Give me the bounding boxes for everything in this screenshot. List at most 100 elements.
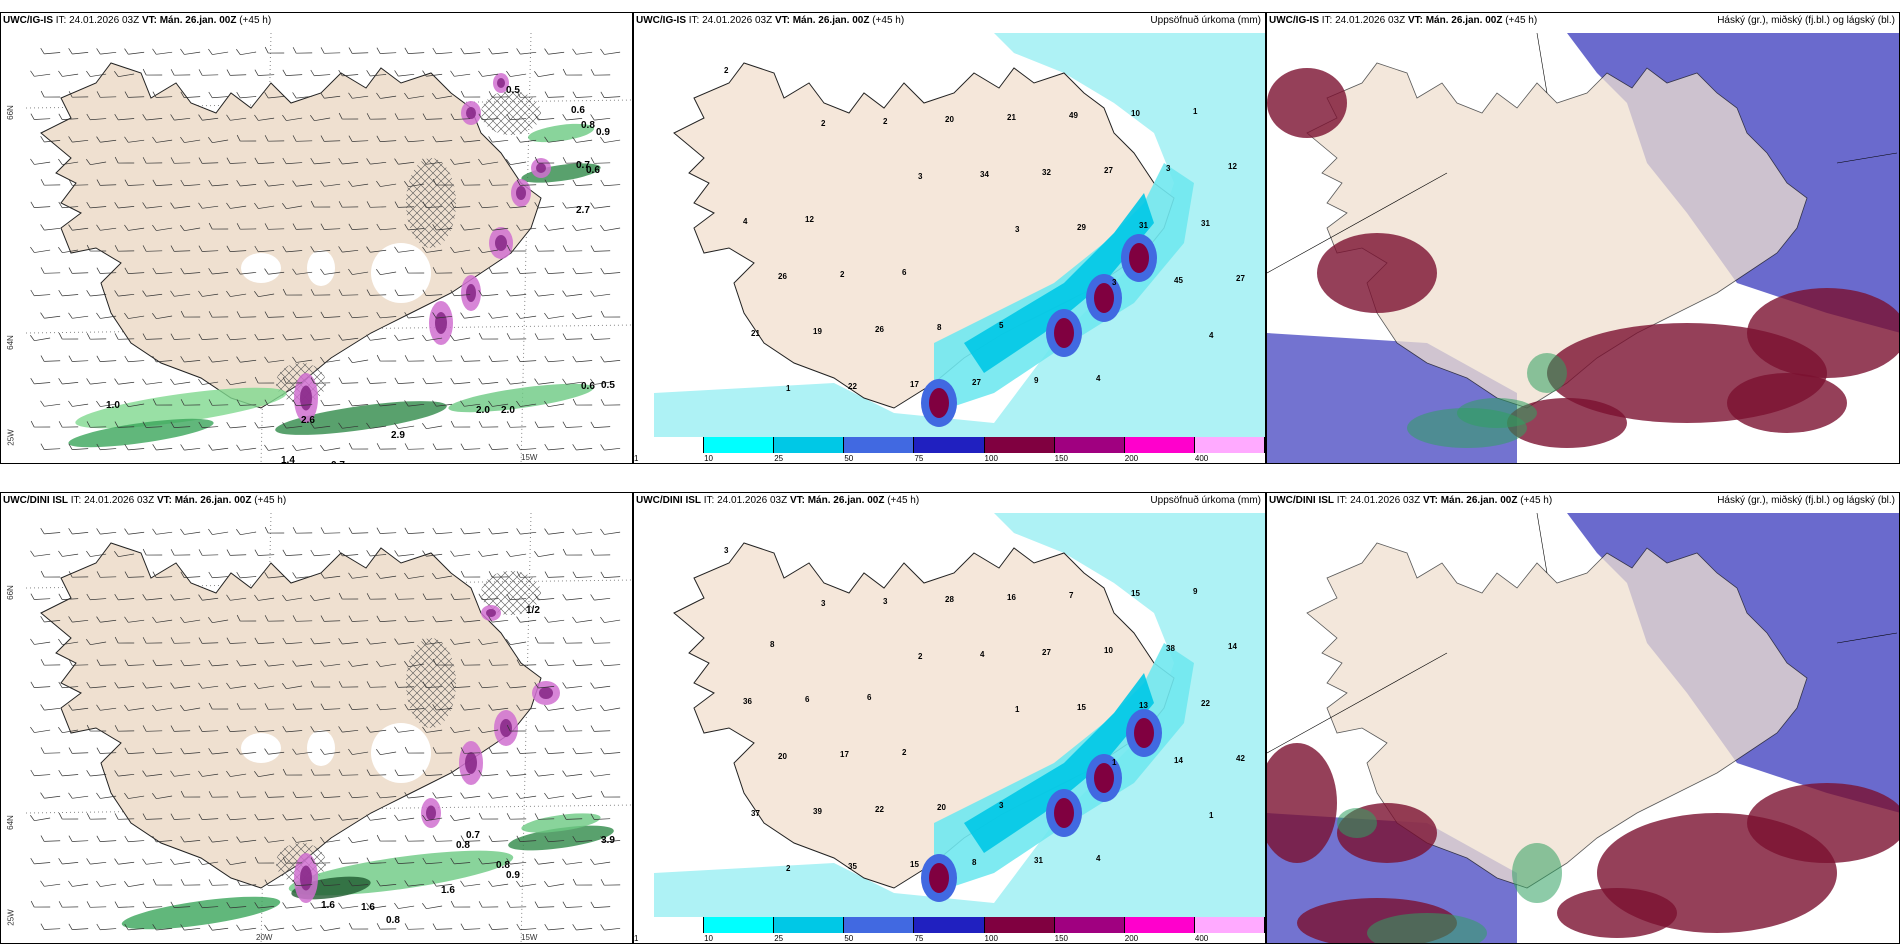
wind-barb (394, 638, 415, 645)
wind-barb (488, 571, 509, 578)
barb-shaft (342, 249, 359, 253)
wind-barb (432, 312, 453, 319)
wind-barb (544, 571, 565, 578)
wind-barb (376, 834, 397, 842)
barb-shaft (548, 576, 565, 578)
barb-flag (68, 400, 73, 407)
barb-shaft (520, 184, 537, 186)
barb-shaft (604, 51, 621, 55)
precip-value-label: 9 (1193, 587, 1198, 596)
barb-flag (264, 180, 269, 187)
wind-barb (152, 878, 173, 886)
barb-flag (124, 528, 129, 535)
barb-flag (320, 92, 325, 99)
barb-shaft (408, 883, 425, 887)
wind-barb (320, 399, 341, 407)
barb-flag (506, 858, 511, 865)
barb-shaft (548, 840, 565, 843)
barb-flag (600, 267, 605, 275)
barb-shaft (548, 928, 565, 931)
wind-barb (282, 725, 303, 733)
barb-shaft (576, 840, 593, 843)
barb-shaft (128, 928, 145, 931)
wind-barb (338, 638, 359, 645)
barb-flag (394, 70, 399, 77)
barb-flag (86, 244, 91, 252)
barb-shaft (202, 338, 219, 340)
wind-barb (142, 290, 163, 297)
barb-shaft (576, 928, 593, 931)
barb-shaft (548, 403, 565, 408)
wind-barb (180, 179, 201, 187)
wind-barb (40, 704, 61, 711)
barb-shaft (548, 752, 565, 754)
wind-barb (394, 377, 415, 384)
barb-flag (544, 528, 549, 535)
barb-shaft (566, 426, 583, 428)
wind-barb (422, 814, 443, 821)
barb-shaft (314, 162, 331, 165)
barb-flag (30, 769, 35, 776)
barb-flag (254, 637, 259, 644)
barb-shaft (72, 532, 89, 535)
barb-flag (124, 571, 129, 578)
wind-barb (338, 246, 359, 253)
barb-shaft (342, 862, 359, 864)
barb-shaft (240, 839, 257, 843)
barb-shaft (118, 293, 135, 297)
barb-flag (292, 748, 297, 755)
wind-barb (572, 267, 593, 275)
barb-flag (572, 704, 577, 711)
wind-barb (506, 639, 527, 646)
wind-barb (114, 593, 135, 601)
wind-barb (488, 659, 509, 666)
precip-value-label: 1 (1112, 758, 1117, 767)
barb-shaft (426, 905, 443, 910)
wind-barb (310, 595, 331, 602)
wind-barb (142, 548, 163, 556)
barb-flag (236, 91, 241, 99)
precip-value-label: 49 (1069, 111, 1078, 120)
barb-shaft (34, 294, 51, 297)
barb-shaft (324, 927, 341, 932)
wind-barb (180, 836, 201, 843)
barb-shaft (174, 205, 191, 209)
barb-shaft (314, 642, 331, 645)
barb-flag (348, 180, 353, 187)
barb-flag (516, 747, 521, 754)
barb-flag (544, 923, 549, 931)
barb-flag (292, 223, 297, 230)
barb-flag (40, 792, 45, 799)
barb-shaft (492, 403, 509, 407)
mid-cloud (1267, 68, 1347, 138)
barb-shaft (156, 227, 173, 231)
barb-flag (572, 267, 577, 274)
barb-flag (590, 421, 595, 428)
barb-flag (254, 549, 259, 556)
barb-shaft (240, 271, 257, 275)
barb-flag (226, 69, 231, 76)
wind-barb (394, 246, 415, 253)
barb-flag (264, 748, 269, 755)
wind-barb (254, 637, 275, 644)
wind-barb (310, 246, 331, 253)
barb-shaft (566, 118, 583, 121)
precip-value-label: 3 (1015, 225, 1020, 234)
wind-speed-label: 0.5 (506, 85, 520, 96)
barb-shaft (604, 840, 621, 843)
wind-barb (226, 245, 247, 252)
precip-value-label: 22 (848, 382, 857, 391)
barb-flag (544, 91, 549, 98)
barb-shaft (436, 928, 453, 930)
barb-shaft (520, 619, 537, 623)
wind-barb (292, 660, 313, 667)
wind-barb (124, 835, 145, 843)
barb-shaft (296, 271, 313, 275)
barb-flag (488, 267, 493, 274)
barb-flag (68, 136, 73, 143)
wind-barb (198, 333, 219, 340)
wind-barb (310, 289, 331, 296)
barb-shaft (594, 861, 611, 865)
wind-barb (338, 726, 359, 733)
wind-barb (572, 616, 593, 623)
